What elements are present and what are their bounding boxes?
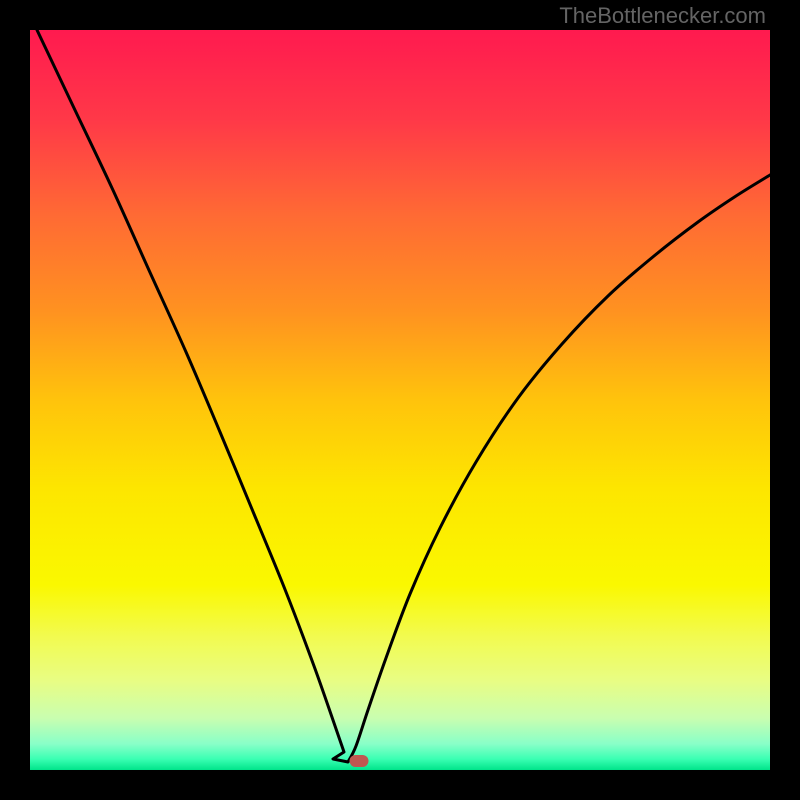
curve-layer xyxy=(30,30,770,770)
watermark-text: TheBottlenecker.com xyxy=(559,3,766,29)
bottleneck-curve xyxy=(37,30,770,762)
plot-area xyxy=(30,30,770,770)
optimum-marker xyxy=(350,755,369,767)
